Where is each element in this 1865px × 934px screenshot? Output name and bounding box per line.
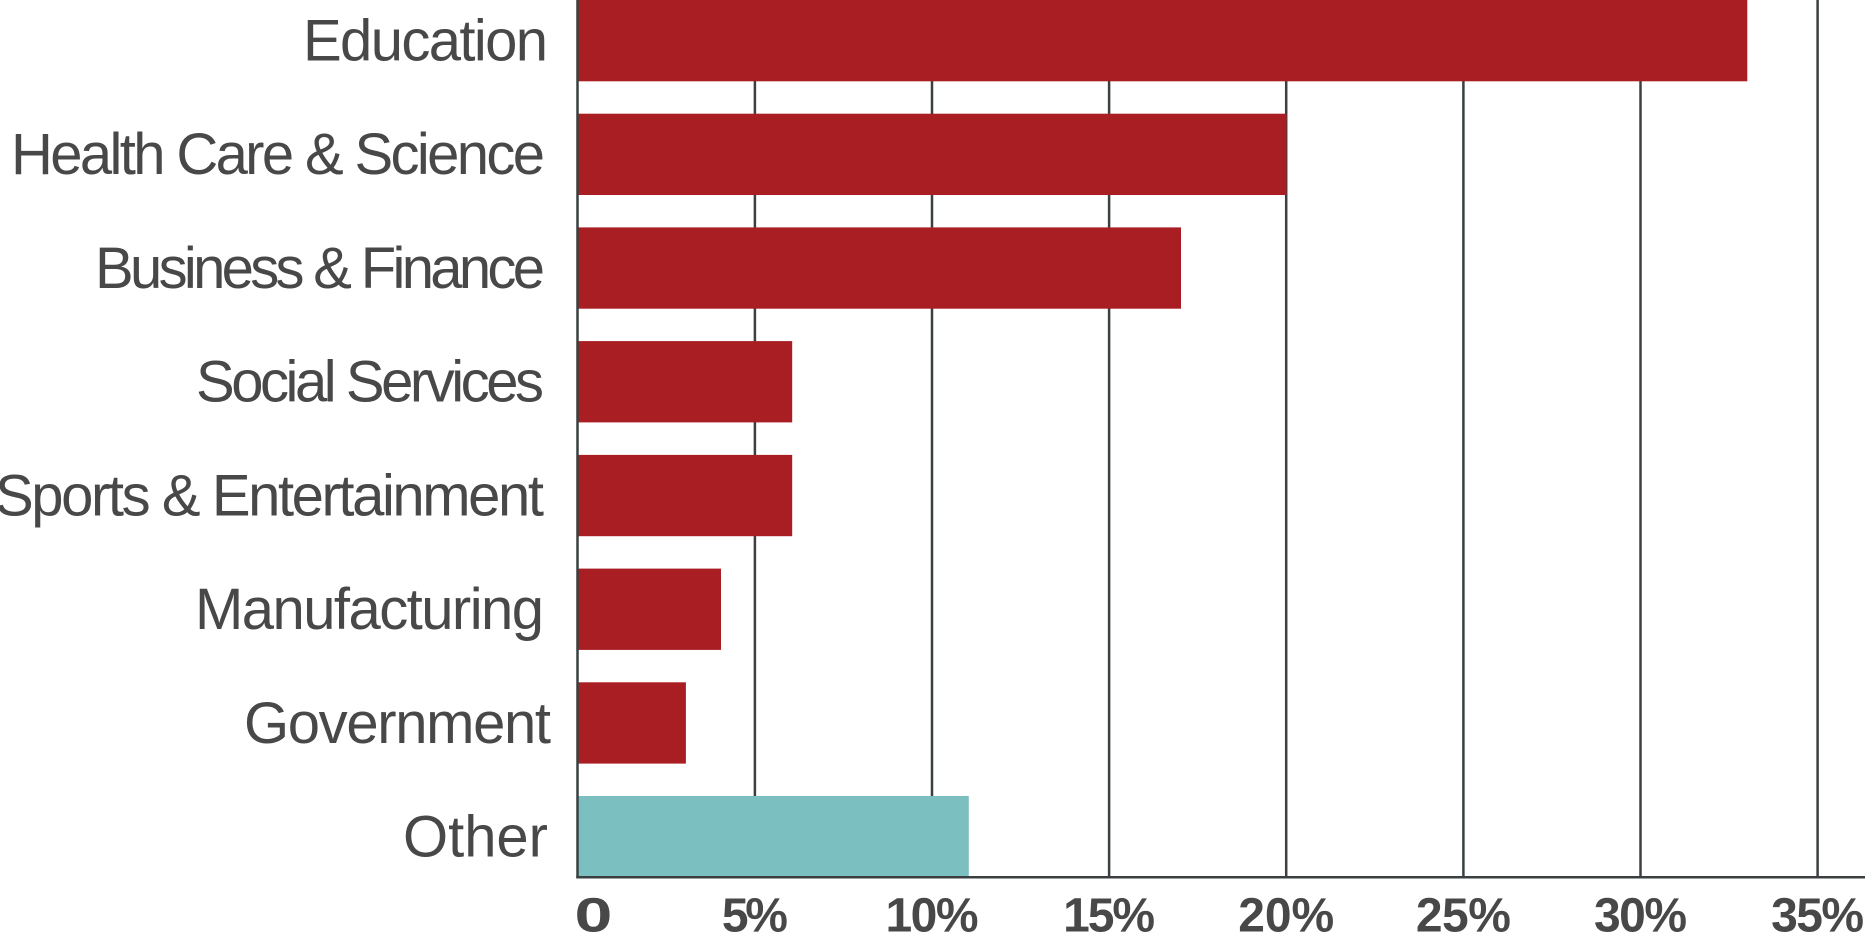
svg-text:Health Care & Science: Health Care & Science xyxy=(11,122,545,187)
svg-text:Business & Finance: Business & Finance xyxy=(95,236,545,301)
svg-text:15%: 15% xyxy=(1063,890,1155,934)
svg-text:Sports & Entertainment: Sports & Entertainment xyxy=(0,463,544,528)
svg-text:Other: Other xyxy=(403,805,548,870)
svg-text:20%: 20% xyxy=(1238,890,1334,934)
svg-text:35%: 35% xyxy=(1771,890,1864,934)
svg-text:Social Services: Social Services xyxy=(196,350,544,415)
svg-text:5%: 5% xyxy=(722,890,788,934)
svg-text:30%: 30% xyxy=(1594,890,1687,934)
svg-text:25%: 25% xyxy=(1416,890,1511,934)
svg-text:Education: Education xyxy=(303,9,548,74)
svg-text:Government: Government xyxy=(244,691,551,756)
svg-text:10%: 10% xyxy=(886,890,979,934)
svg-text:Manufacturing: Manufacturing xyxy=(195,577,544,642)
svg-text:0: 0 xyxy=(574,889,612,934)
